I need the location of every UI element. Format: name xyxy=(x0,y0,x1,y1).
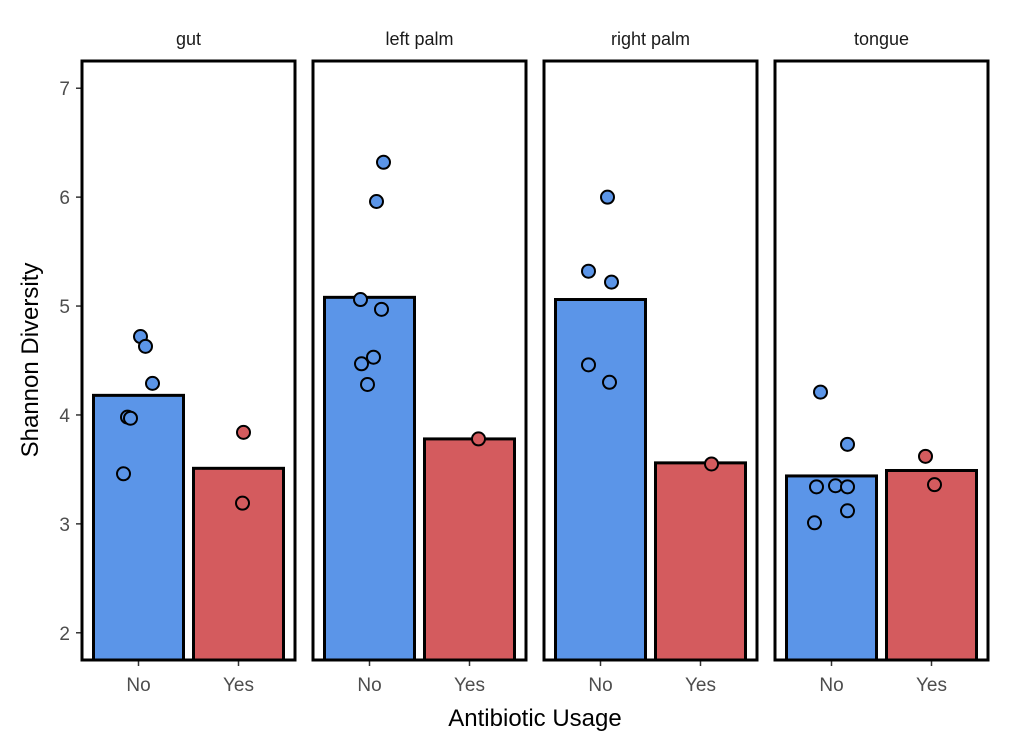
data-point xyxy=(927,477,942,493)
x-tick-label: No xyxy=(357,675,381,696)
data-point xyxy=(471,431,486,447)
x-tick-label: Yes xyxy=(916,675,947,696)
data-point xyxy=(360,376,375,392)
data-point xyxy=(809,479,824,495)
data-point xyxy=(918,448,933,464)
y-tick-label: 6 xyxy=(59,188,70,209)
data-point xyxy=(600,189,615,205)
data-point xyxy=(376,154,391,170)
bar-no xyxy=(92,393,185,662)
data-point xyxy=(840,479,855,495)
data-point xyxy=(602,374,617,390)
x-axis-title: Antibiotic Usage xyxy=(448,705,621,732)
y-tick-label: 7 xyxy=(59,79,70,100)
facet-panel: gut No Yes xyxy=(80,29,297,696)
data-point xyxy=(581,357,596,373)
data-point xyxy=(123,410,138,426)
data-point xyxy=(369,193,384,209)
facet-label: right palm xyxy=(611,29,690,49)
facet-label: tongue xyxy=(854,29,909,49)
data-point xyxy=(840,436,855,452)
y-axis: 2 3 4 5 6 7 xyxy=(59,79,82,645)
facet-panel: left palm No Yes xyxy=(311,29,528,696)
bar-yes xyxy=(423,437,516,662)
facet-label: gut xyxy=(176,29,201,49)
data-point xyxy=(807,515,822,531)
x-tick-label: Yes xyxy=(223,675,254,696)
facet-panel: right palm No Yes xyxy=(542,29,759,696)
panel-border xyxy=(773,59,990,662)
bar-yes xyxy=(654,461,747,662)
x-tick-label: No xyxy=(126,675,150,696)
data-point xyxy=(840,503,855,519)
bar-no xyxy=(785,474,878,662)
x-tick-label: No xyxy=(588,675,612,696)
y-tick-label: 2 xyxy=(59,624,70,645)
panel-border xyxy=(80,59,297,662)
data-point xyxy=(604,274,619,290)
data-point xyxy=(354,356,369,372)
x-tick-label: Yes xyxy=(685,675,716,696)
facet-label: left palm xyxy=(385,29,453,49)
bar-no xyxy=(554,298,647,662)
y-tick-label: 3 xyxy=(59,515,70,536)
y-tick-label: 4 xyxy=(59,406,70,427)
bar-yes xyxy=(885,468,978,662)
y-tick-label: 5 xyxy=(59,297,70,318)
data-point xyxy=(145,375,160,391)
data-point xyxy=(581,263,596,279)
facet-panel: tongue No Yes xyxy=(773,29,990,696)
data-point xyxy=(235,495,250,511)
panel-border xyxy=(542,59,759,662)
y-axis-title: Shannon Diversity xyxy=(17,263,44,458)
x-tick-label: No xyxy=(819,675,843,696)
data-point xyxy=(138,338,153,354)
x-tick-label: Yes xyxy=(454,675,485,696)
data-point xyxy=(236,424,251,440)
data-point xyxy=(704,456,719,472)
data-point xyxy=(116,466,131,482)
data-point xyxy=(353,292,368,308)
data-point xyxy=(366,349,381,365)
panel-border xyxy=(311,59,528,662)
data-point xyxy=(828,478,843,494)
data-point xyxy=(813,384,828,400)
data-point xyxy=(374,301,389,317)
